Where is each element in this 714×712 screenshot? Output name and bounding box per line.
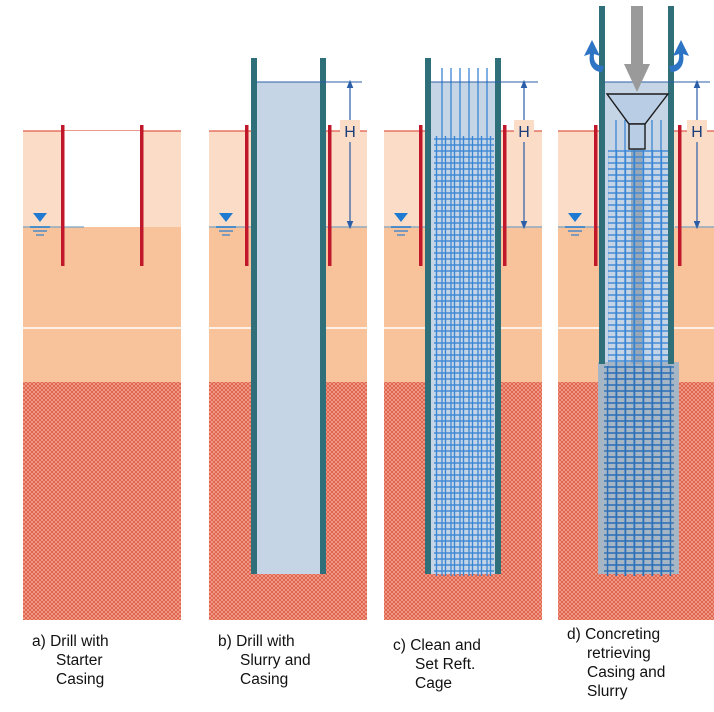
stage-d-caption-line-1: Concreting	[585, 626, 661, 643]
stage-d-casing-left	[599, 6, 605, 364]
stage-d-cage-mesh-concrete	[604, 366, 674, 576]
stage-a-caption-line-1: Drill with	[50, 633, 109, 650]
stage-d-caption-line-2: retrieving	[587, 645, 651, 662]
stage-b-caption-line-3: Casing	[240, 671, 289, 688]
stage-b-height-label: H	[344, 124, 356, 141]
stage-c-starter-casing-right	[503, 125, 507, 266]
stage-b-caption: b) Drill with Slurry and Casing	[218, 632, 378, 689]
stage-b-height-label-bg	[340, 120, 360, 142]
stage-b-casing-right	[320, 58, 326, 574]
stage-c-caption-line-2: Set Reft.	[415, 656, 476, 673]
stage-c-caption-line-3: Cage	[415, 675, 453, 692]
stage-c-casing-left	[425, 58, 431, 574]
stage-b-panel: H	[209, 58, 367, 620]
stage-c-height-label: H	[518, 124, 530, 141]
stage-a-clay-layer	[23, 382, 181, 620]
stage-c-water-table-icon	[391, 213, 411, 236]
stage-d-pour-arrow	[624, 6, 650, 92]
stage-a-caption-line-3: Casing	[56, 671, 105, 688]
stage-d-caption: d) Concreting retrieving Casing and Slur…	[567, 625, 712, 701]
stage-b-casing-left	[251, 58, 257, 574]
stage-a-excavated-hole	[64, 131, 141, 227]
stage-d-hopper-spout	[628, 123, 646, 150]
stage-b-slurry	[256, 82, 323, 574]
stage-a-starter-casing-left	[61, 125, 65, 266]
stage-c-casing-right	[495, 58, 501, 574]
stage-b-letter: b)	[218, 633, 232, 650]
stage-c-panel: H	[384, 58, 542, 620]
stage-c-caption-line-1: Clean and	[410, 637, 481, 654]
stage-a-lower-soil	[23, 227, 181, 382]
stage-d-letter: d)	[567, 626, 581, 643]
stage-d-casing-right	[668, 6, 674, 364]
stage-c-letter: c)	[393, 637, 406, 654]
stage-d-height-label-bg	[687, 120, 707, 142]
stage-d-water-table-icon	[565, 213, 585, 236]
stage-c-height-label-bg	[514, 120, 534, 142]
stage-a-panel	[23, 125, 181, 620]
stage-b-starter-casing-right	[328, 125, 332, 266]
stage-b-starter-casing-left	[245, 125, 249, 266]
stage-c-cage-mesh	[434, 136, 494, 576]
stage-d-starter-casing-right	[678, 125, 682, 266]
stage-a-starter-casing-right	[140, 125, 144, 266]
stage-d-flow-arrow-right	[669, 40, 689, 72]
stage-a-caption-line-2: Starter	[56, 652, 103, 669]
stage-d-caption-line-3: Casing and	[587, 664, 666, 681]
stage-d-height-label: H	[691, 124, 703, 141]
stage-a-caption: a) Drill with Starter Casing	[32, 632, 192, 689]
stage-b-water-table-icon	[216, 213, 236, 236]
stage-d-flow-arrow-left	[584, 40, 604, 72]
stage-c-starter-casing-left	[419, 125, 423, 266]
stage-b-caption-line-1: Drill with	[236, 633, 295, 650]
stage-a-water-table-icon	[30, 213, 50, 236]
stage-c-caption: c) Clean and Set Reft. Cage	[393, 636, 543, 693]
stage-d-caption-line-4: Slurry	[587, 683, 628, 700]
stage-a-letter: a)	[32, 633, 46, 650]
stage-d-panel: H	[558, 6, 714, 620]
stage-d-starter-casing-left	[594, 125, 598, 266]
stage-b-caption-line-2: Slurry and	[240, 652, 311, 669]
